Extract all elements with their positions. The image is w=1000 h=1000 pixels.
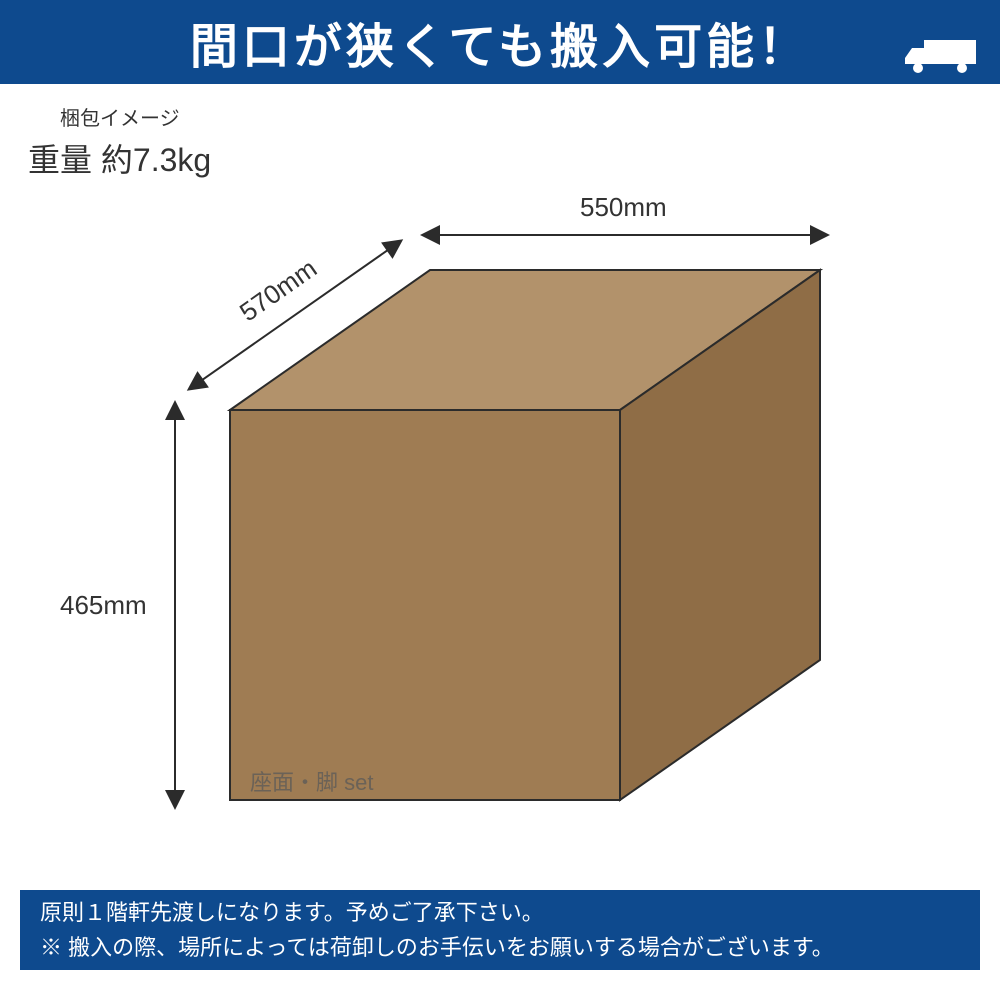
- footer-line-2: ※ 搬入の際、場所によっては荷卸しのお手伝いをお願いする場合がございます。: [40, 930, 980, 965]
- diagram-area: 550mm 570mm 465mm 座面・脚 set: [0, 120, 1000, 860]
- truck-icon: [902, 38, 982, 76]
- dim-height-label: 465mm: [60, 590, 147, 621]
- box-svg: [0, 120, 1000, 860]
- box-content-label: 座面・脚 set: [250, 765, 373, 797]
- footer-banner: 原則１階軒先渡しになります。予めご了承下さい。 ※ 搬入の際、場所によっては荷卸…: [20, 890, 980, 970]
- dim-width-label: 550mm: [580, 192, 667, 223]
- header-banner: 間口が狭くても搬入可能！: [0, 0, 1000, 84]
- box-front: [230, 410, 620, 800]
- footer-line-1: 原則１階軒先渡しになります。予めご了承下さい。: [40, 895, 980, 930]
- header-title: 間口が狭くても搬入可能！: [190, 7, 810, 77]
